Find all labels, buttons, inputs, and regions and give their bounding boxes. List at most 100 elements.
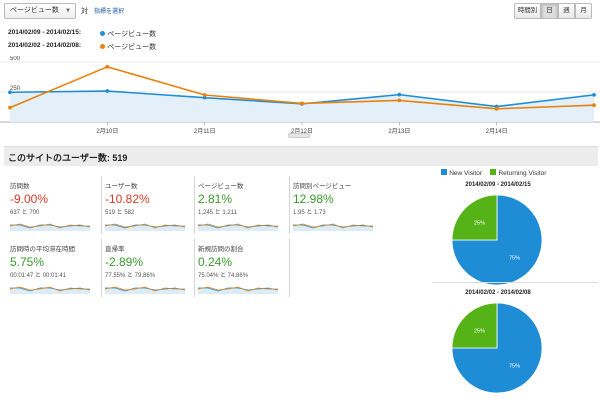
pie-legend-returning-label: Returning Visitor <box>498 170 547 177</box>
pie-current-chart: 25% 75% <box>451 194 543 286</box>
metric-compare: 1,245 と 1,211 <box>198 210 237 216</box>
summary-bar <box>4 146 598 166</box>
summary-title: このサイトのユーザー数: 519 <box>8 153 128 163</box>
metric-value: 5.75% <box>10 255 45 269</box>
chevron-down-icon: ▼ <box>65 8 71 14</box>
metric-sparkline <box>198 286 279 294</box>
metric-divider <box>194 176 195 234</box>
metric-select[interactable]: ページビュー数 ▼ <box>4 3 76 19</box>
pie-slice-new <box>451 194 543 286</box>
sparkline-area <box>10 288 90 294</box>
pie-previous-chart: 25% 75% <box>451 302 543 394</box>
sparkline-area <box>105 225 185 231</box>
metric-compare: 1.95 と 1.73 <box>293 210 326 216</box>
metric-compare: 75.04% と 74.86% <box>198 273 249 279</box>
granularity-hourly-button[interactable]: 時間別 <box>514 3 541 19</box>
sparkline-previous <box>10 223 90 229</box>
pageview-line-chart: 500 250 2月10日 2月11日 2月12日 2月13日 2月14日 <box>0 56 600 140</box>
series-point <box>592 103 596 108</box>
metric-name: ページビュー数 <box>198 183 244 190</box>
pie-label-new: 75% <box>509 256 520 262</box>
metric-card: 訪問時の平均滞在時間 5.75% 00:01:47 と 00:01:41 <box>10 243 96 294</box>
legend-previous-dot <box>100 44 105 49</box>
series-point <box>105 64 110 69</box>
series-point <box>592 92 596 97</box>
sparkline-previous <box>293 223 373 229</box>
pie-legend-returning-swatch <box>490 169 497 175</box>
sparkline-previous <box>10 286 90 292</box>
x-tick-label: 2月11日 <box>194 128 216 135</box>
pie-label-new: 75% <box>509 364 520 370</box>
sparkline-previous <box>105 223 185 229</box>
pick-metric-link[interactable]: 指標を選択 <box>94 9 125 15</box>
series-point <box>494 106 499 111</box>
legend-previous: ページビュー数 <box>100 42 156 52</box>
metric-name: 訪問数 <box>10 183 30 190</box>
granularity-month-button[interactable]: 月 <box>575 3 592 19</box>
pie-slice-returning <box>451 194 498 241</box>
series-point <box>300 101 304 106</box>
sparkline-area <box>10 225 90 231</box>
pie-legend: New Visitor Returning Visitor <box>441 168 546 177</box>
metric-card: 訪問別ページビュー 12.98% 1.95 と 1.73 <box>293 180 379 231</box>
vs-label: 対 <box>81 8 88 15</box>
metric-divider <box>101 239 102 297</box>
range-previous-label: 2014/02/02 - 2014/02/08: <box>8 42 82 49</box>
granularity-week-button[interactable]: 週 <box>558 3 575 19</box>
series-point <box>105 89 110 93</box>
sparkline-previous <box>198 223 278 229</box>
series-point <box>8 105 12 110</box>
pie-previous-title: 2014/02/02 - 2014/02/08 <box>465 290 531 296</box>
granularity-day-button[interactable]: 日 <box>541 3 558 19</box>
metric-name: 新規訪問の割合 <box>198 246 244 253</box>
series-point <box>202 95 207 100</box>
sparkline-previous <box>198 286 278 292</box>
metric-divider <box>289 176 290 234</box>
pie-slice-new <box>451 302 543 394</box>
metric-compare: 00:01:47 と 00:01:41 <box>10 273 67 279</box>
series-point <box>202 93 207 97</box>
metric-name: 訪問別ページビュー <box>293 183 352 190</box>
pie-label-returning: 25% <box>474 328 485 334</box>
metric-card: 新規訪問の割合 0.24% 75.04% と 74.86% <box>198 243 284 294</box>
pie-current-title: 2014/02/09 - 2014/02/15 <box>465 182 531 188</box>
legend-current-dot <box>100 31 105 36</box>
metric-compare: 637 と 700 <box>10 210 40 216</box>
metric-sparkline <box>105 286 186 294</box>
range-current-label: 2014/02/09 - 2014/02/15: <box>8 29 82 36</box>
pie-divider <box>432 282 598 283</box>
metric-card: 直帰率 -2.89% 77.55% と 79.86% <box>105 243 191 294</box>
metric-compare: 519 と 582 <box>105 210 135 216</box>
metric-value: 12.98% <box>293 192 334 206</box>
metric-divider <box>289 239 290 297</box>
metric-value: -10.82% <box>105 192 150 206</box>
metric-sparkline <box>198 223 279 231</box>
metric-name: 直帰率 <box>105 246 125 253</box>
legend-previous-text: ページビュー数 <box>107 44 157 51</box>
pie-legend-new-label: New Visitor <box>449 170 482 177</box>
metric-card: 訪問数 -9.00% 637 と 700 <box>10 180 96 231</box>
x-tick-label: 2月10日 <box>96 128 118 135</box>
metric-select-label: ページビュー数 <box>10 7 59 14</box>
x-tick-label: 2月12日 <box>291 128 313 135</box>
metric-value: 0.24% <box>198 255 233 269</box>
sparkline-area <box>198 288 278 294</box>
sparkline-previous <box>105 286 185 292</box>
y-tick-label: 500 <box>10 56 21 62</box>
metric-sparkline <box>10 286 91 294</box>
metric-name: ユーザー数 <box>105 183 138 190</box>
x-tick-label: 2月14日 <box>486 128 508 135</box>
metric-divider <box>101 176 102 234</box>
metric-card: ユーザー数 -10.82% 519 と 582 <box>105 180 191 231</box>
metric-value: -9.00% <box>10 192 49 206</box>
sparkline-area <box>198 225 278 231</box>
series-point <box>397 92 402 97</box>
metric-value: 2.81% <box>198 192 233 206</box>
legend-current: ページビュー数 <box>100 29 156 39</box>
pie-label-returning: 25% <box>474 220 485 226</box>
metric-sparkline <box>10 223 91 231</box>
pie-slice-returning <box>451 302 498 349</box>
chart-resize-handle[interactable] <box>288 133 310 138</box>
metric-name: 訪問時の平均滞在時間 <box>10 246 75 253</box>
pageview-line-chart-svg: 500 250 2月10日 2月11日 2月12日 2月13日 2月14日 <box>0 56 600 135</box>
